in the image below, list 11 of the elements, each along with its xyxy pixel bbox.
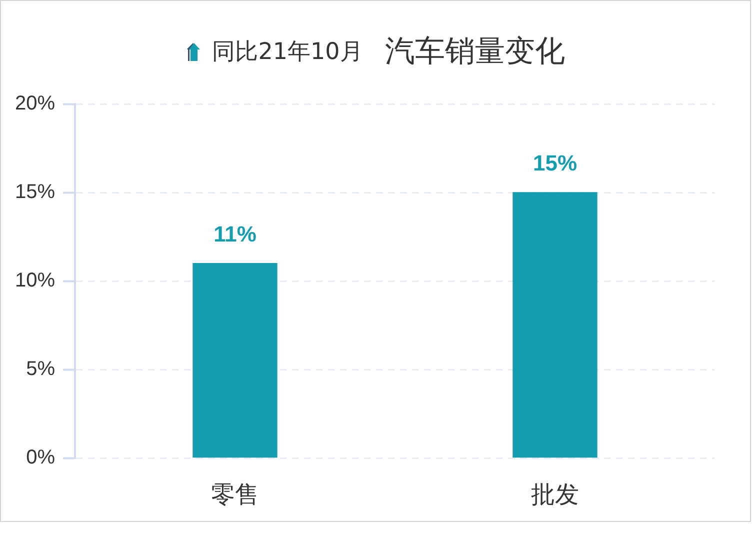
y-tick-label: 0%: [26, 446, 56, 469]
legend-label: 同比21年10月: [212, 38, 363, 66]
x-tick-label: 零售: [211, 480, 259, 509]
data-label: 15%: [532, 150, 578, 176]
chart-title: 汽车销量变化: [384, 32, 565, 70]
x-tick-label: 批发: [531, 480, 579, 509]
y-tick-label: 5%: [26, 358, 56, 380]
data-label: 11%: [214, 221, 256, 246]
y-tick-label: 10%: [14, 270, 56, 292]
y-tick-label: 15%: [14, 181, 56, 204]
y-tick-label: 20%: [14, 92, 56, 115]
